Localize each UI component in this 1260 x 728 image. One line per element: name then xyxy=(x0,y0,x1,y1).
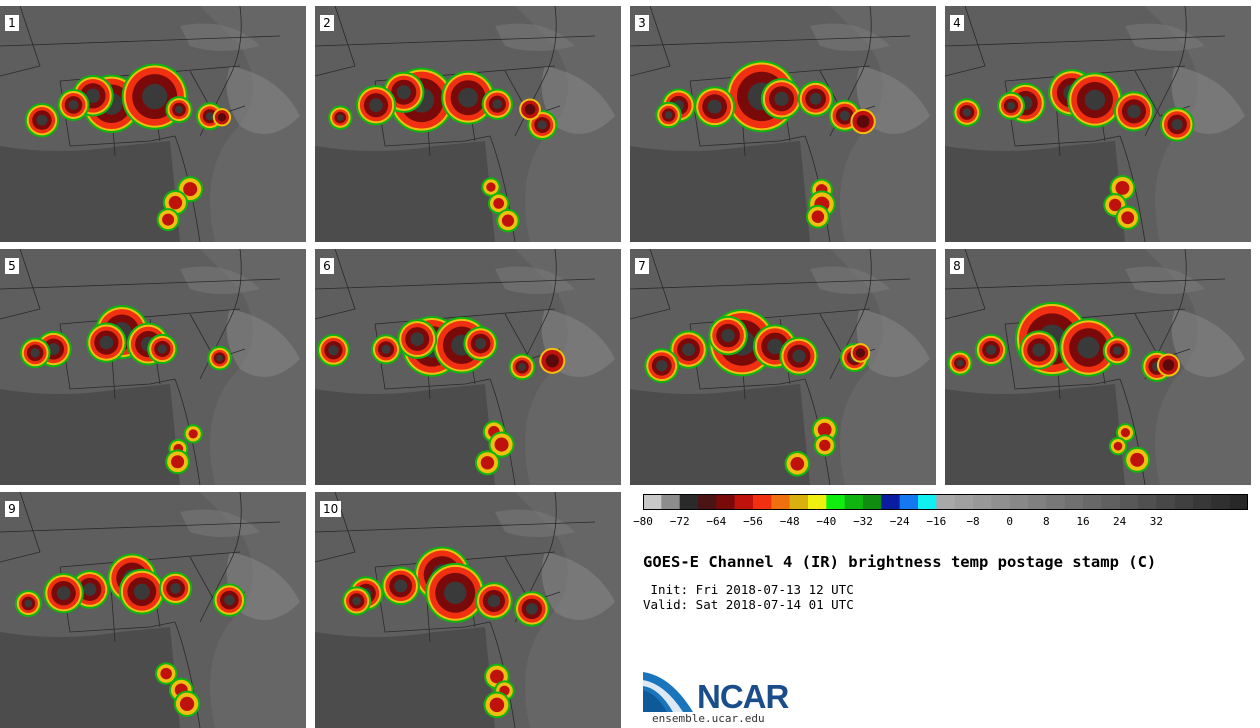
panel-number-label: 5 xyxy=(5,258,19,274)
colorbar-swatch xyxy=(1229,494,1248,510)
colorbar-swatch xyxy=(1009,494,1029,510)
storm-cells xyxy=(655,60,876,229)
colorbar-tick-label: −80 xyxy=(633,515,653,528)
colorbar-swatch xyxy=(698,494,717,510)
panel-number-label: 9 xyxy=(5,501,19,517)
colorbar-tick-label: −48 xyxy=(779,515,800,528)
satellite-panel-8: 8 xyxy=(945,249,1251,485)
colorbar-tick-label: −16 xyxy=(926,515,947,528)
colorbar-swatch xyxy=(991,494,1010,510)
colorbar-swatch xyxy=(899,494,919,510)
colorbar-swatch xyxy=(643,494,662,510)
satellite-panel-5: 5 xyxy=(0,249,306,485)
colorbar-swatch xyxy=(1046,494,1065,510)
colorbar-swatch xyxy=(936,494,955,510)
colorbar-swatch xyxy=(881,494,900,510)
colorbar-tick-label: −56 xyxy=(743,515,763,528)
colorbar-tick-label: 0 xyxy=(1006,515,1013,528)
storm-cells xyxy=(952,69,1195,230)
init-time: Init: Fri 2018-07-13 12 UTC xyxy=(643,582,854,597)
colorbar-swatch xyxy=(1138,494,1157,510)
colorbar-tick-label: −32 xyxy=(853,515,873,528)
panel-number-label: 8 xyxy=(950,258,964,274)
satellite-panel-3: 3 xyxy=(630,6,936,242)
storm-cells xyxy=(317,316,566,476)
panel-number-label: 7 xyxy=(635,258,649,274)
storm-cells xyxy=(644,309,871,477)
satellite-panel-7: 7 xyxy=(630,249,936,485)
storm-cells xyxy=(19,305,232,475)
colorbar-swatch xyxy=(1211,494,1230,510)
colorbar-swatch xyxy=(1156,494,1175,510)
colorbar-swatch xyxy=(808,494,827,510)
colorbar-swatch xyxy=(826,494,845,510)
panel-number-label: 4 xyxy=(950,15,964,31)
colorbar-swatch xyxy=(1028,494,1047,510)
satellite-panel-6: 6 xyxy=(315,249,621,485)
colorbar-swatch xyxy=(973,494,992,510)
storm-cells xyxy=(24,63,232,232)
panel-number-label: 10 xyxy=(320,501,342,517)
figure-title: GOES-E Channel 4 (IR) brightness temp po… xyxy=(643,553,1157,571)
colorbar-swatch xyxy=(661,494,680,510)
storm-cells xyxy=(342,546,550,719)
colorbar-tick-label: −40 xyxy=(816,515,837,528)
panel-number-label: 3 xyxy=(635,15,649,31)
colorbar-swatch xyxy=(753,494,772,510)
colorbar-swatch xyxy=(1064,494,1084,510)
colorbar-swatch xyxy=(1083,494,1102,510)
colorbar-swatch xyxy=(1119,494,1139,510)
colorbar-swatch xyxy=(1101,494,1120,510)
satellite-panel-4: 4 xyxy=(945,6,1251,242)
colorbar-tick-label: −64 xyxy=(706,515,727,528)
colorbar-swatch xyxy=(1193,494,1212,510)
storm-cells xyxy=(328,67,558,233)
colorbar-swatch xyxy=(863,494,882,510)
colorbar-tick-label: −72 xyxy=(669,515,690,528)
ncar-logo-text: NCAR xyxy=(697,678,789,715)
colorbar-swatch xyxy=(954,494,974,510)
colorbar-swatch xyxy=(716,494,735,510)
colorbar-swatch xyxy=(734,494,754,510)
colorbar-tick-label: 32 xyxy=(1149,515,1163,528)
panel-number-label: 2 xyxy=(320,15,334,31)
colorbar-tick-labels: −80 −72 −64 −56 −48 −40 −32 −24 −16 −8 0 8 16 24 32 xyxy=(633,515,1253,531)
panel-number-label: 6 xyxy=(320,258,334,274)
logo-url: ensemble.ucar.edu xyxy=(652,712,765,725)
colorbar-tick-label: −24 xyxy=(889,515,910,528)
colorbar-swatch xyxy=(918,494,937,510)
colorbar-tick-label: 24 xyxy=(1113,515,1127,528)
colorbar-swatch xyxy=(789,494,809,510)
colorbar-swatch xyxy=(679,494,699,510)
satellite-panel-1: 1 xyxy=(0,6,306,242)
satellite-panel-10: 10 xyxy=(315,492,621,728)
panel-number-label: 1 xyxy=(5,15,19,31)
colorbar-swatch xyxy=(771,494,790,510)
colorbar-tick-label: −8 xyxy=(966,515,980,528)
colorbar-swatch xyxy=(1174,494,1194,510)
storm-cells xyxy=(947,301,1181,473)
satellite-panel-9: 9 xyxy=(0,492,306,728)
storm-cells xyxy=(14,553,247,718)
colorbar xyxy=(643,494,1248,510)
colorbar-tick-label: 8 xyxy=(1043,515,1050,528)
valid-time: Valid: Sat 2018-07-14 01 UTC xyxy=(643,597,854,612)
ncar-logo-icon xyxy=(643,672,693,712)
colorbar-tick-label: 16 xyxy=(1076,515,1090,528)
satellite-panel-2: 2 xyxy=(315,6,621,242)
colorbar-swatch xyxy=(844,494,864,510)
